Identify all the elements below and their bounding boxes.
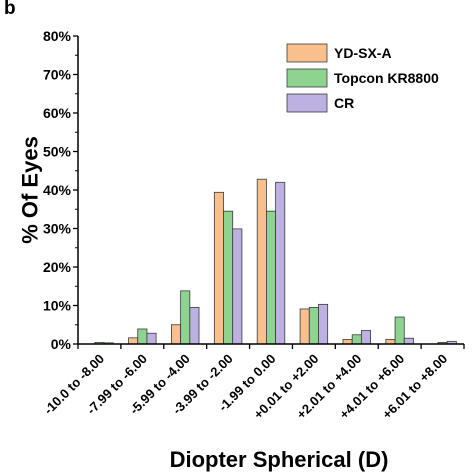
bar [360, 330, 371, 345]
y-tick-label: 40% [43, 182, 72, 198]
bar [265, 210, 276, 345]
bar [137, 328, 148, 345]
bar [189, 307, 200, 345]
y-tick-label: 60% [43, 105, 72, 121]
y-tick-label: 10% [43, 298, 72, 314]
bar [213, 191, 224, 345]
legend-swatch [286, 43, 328, 63]
bar [180, 290, 191, 345]
y-tick-label: 20% [43, 259, 72, 275]
bar [146, 332, 157, 345]
bar [394, 316, 405, 345]
legend-swatch [286, 93, 328, 113]
bar [256, 178, 267, 345]
y-axis-title: % Of Eyes [18, 136, 43, 244]
bar [171, 324, 182, 345]
bar [232, 228, 243, 345]
y-tick-label: 30% [43, 221, 72, 237]
bar [223, 210, 234, 345]
bar [275, 181, 286, 345]
x-axis-title: Diopter Spherical (D) [170, 447, 389, 472]
legend-label: CR [334, 95, 354, 111]
bar [299, 308, 310, 345]
bar [128, 337, 139, 345]
legend-swatch [286, 68, 328, 88]
y-tick-label: 70% [43, 67, 72, 83]
y-tick-label: 80% [43, 28, 72, 44]
legend-label: Topcon KR8800 [334, 70, 439, 86]
y-tick-label: 0% [51, 336, 72, 352]
panel-label: b [4, 0, 16, 19]
bar [403, 337, 414, 345]
y-tick-label: 50% [43, 144, 72, 160]
bar [308, 307, 319, 345]
legend-label: YD-SX-A [334, 45, 392, 61]
bar [318, 303, 329, 345]
bar [351, 334, 362, 345]
